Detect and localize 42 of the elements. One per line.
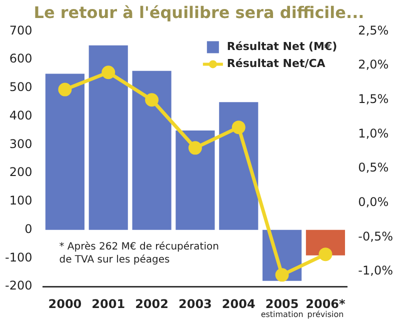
chart-title: Le retour à l'équilibre sera difficile... [34, 2, 364, 22]
y-tick-label: 100 [9, 194, 32, 208]
legend-label: Résultat Net/CA [226, 57, 326, 70]
point [318, 248, 332, 262]
y-tick-label: 400 [9, 108, 32, 122]
y-tick-label: 700 [9, 23, 32, 38]
category-label: 2006* prévision [306, 296, 346, 320]
y-tick-label: 300 [9, 136, 32, 151]
bar [88, 45, 128, 230]
annotation: * Après 262 M€ de récupération de TVA sur les péages [59, 241, 219, 266]
x-tick-label: 2003 [178, 296, 212, 311]
y2-tick-label: 1,0% [358, 126, 389, 140]
y2-tick-label: 2,0% [358, 58, 389, 72]
bar [306, 230, 346, 256]
y2-tick-label: -0,5% [358, 229, 394, 244]
point [188, 141, 202, 155]
y-tick-label: 200 [9, 165, 32, 180]
y-tick-label: 0 [24, 222, 32, 236]
bar [132, 70, 172, 230]
y2-tick-label: 0,5% [358, 160, 389, 175]
x-tick-label: 2002 [135, 296, 168, 311]
y-tick-label: 500 [9, 80, 32, 94]
y2-tick-label: 2,5% [358, 23, 389, 38]
point [145, 93, 159, 107]
x-tick-label: 2001 [92, 296, 126, 311]
y2-tick-label: 0,0% [358, 194, 389, 209]
point [102, 66, 116, 80]
point [58, 82, 72, 96]
y2-tick-label: 1,5% [358, 92, 389, 106]
bar [176, 130, 215, 230]
bar [45, 74, 84, 230]
y-tick-label: -200 [5, 278, 32, 293]
x-tick-label: 2000 [48, 296, 82, 311]
y-tick-label: -100 [5, 250, 32, 264]
y-tick-label: 600 [9, 52, 32, 66]
y2-tick-label: -1,0% [358, 264, 394, 278]
bar [219, 102, 258, 230]
point [275, 268, 289, 282]
x-tick-label: 2004 [222, 296, 256, 311]
category-label: 2005 estimation [260, 296, 304, 320]
legend-label: Résultat Net (M€) [226, 40, 338, 54]
point [232, 120, 246, 134]
